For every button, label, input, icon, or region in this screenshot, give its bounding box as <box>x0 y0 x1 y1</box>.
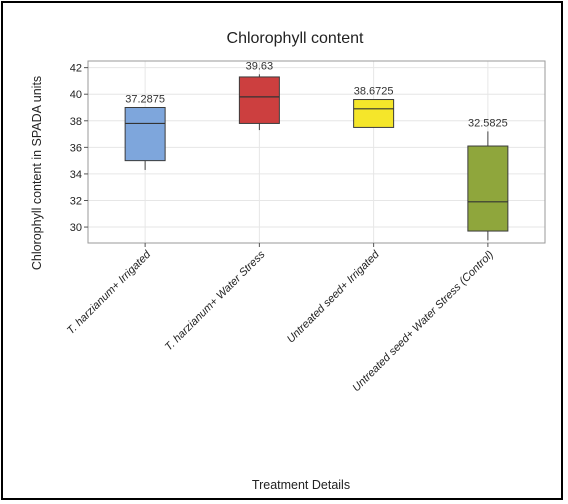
y-tick-label: 38 <box>70 116 82 128</box>
y-tick-label: 36 <box>70 142 82 154</box>
x-category-label: T. harzianum+ Irrigated <box>65 248 154 337</box>
chart-title: Chlorophyll content <box>227 30 365 47</box>
chart-frame: Chlorophyll content 30 32 34 36 38 40 42 37.287… <box>1 1 563 500</box>
x-category-label: T. harzianum+ Water Stress <box>163 248 268 353</box>
y-axis-title: Chlorophyll content in SPADA units <box>30 76 44 270</box>
x-category-label: Untreated seed+ Water Stress (Control) <box>350 248 496 394</box>
y-tick-label: 30 <box>70 222 82 234</box>
y-tick-label: 40 <box>70 89 82 101</box>
y-tick-label: 32 <box>70 195 82 207</box>
plot-border <box>87 60 546 244</box>
box-iqr <box>124 106 166 162</box>
box-data-label: 32.5825 <box>468 117 508 129</box>
box-iqr <box>467 145 509 232</box>
y-tick-label: 42 <box>70 63 82 75</box>
chart-svg: Chlorophyll content 30 32 34 36 38 40 42 37.287… <box>30 30 546 492</box>
box-iqr <box>238 76 280 124</box>
plot-area: 30 32 34 36 38 40 42 37.2875 39.63 38.6725 32.5825… <box>65 60 546 394</box>
box-iqr <box>353 99 395 128</box>
y-tick-label: 34 <box>70 169 82 181</box>
x-axis-title: Treatment Details <box>252 478 350 492</box>
x-category-label: Untreated seed+ Irrigated <box>285 248 383 346</box>
box-data-label: 38.6725 <box>354 86 394 98</box>
box-data-label: 37.2875 <box>125 93 165 105</box>
box-data-label: 39.63 <box>246 60 274 72</box>
